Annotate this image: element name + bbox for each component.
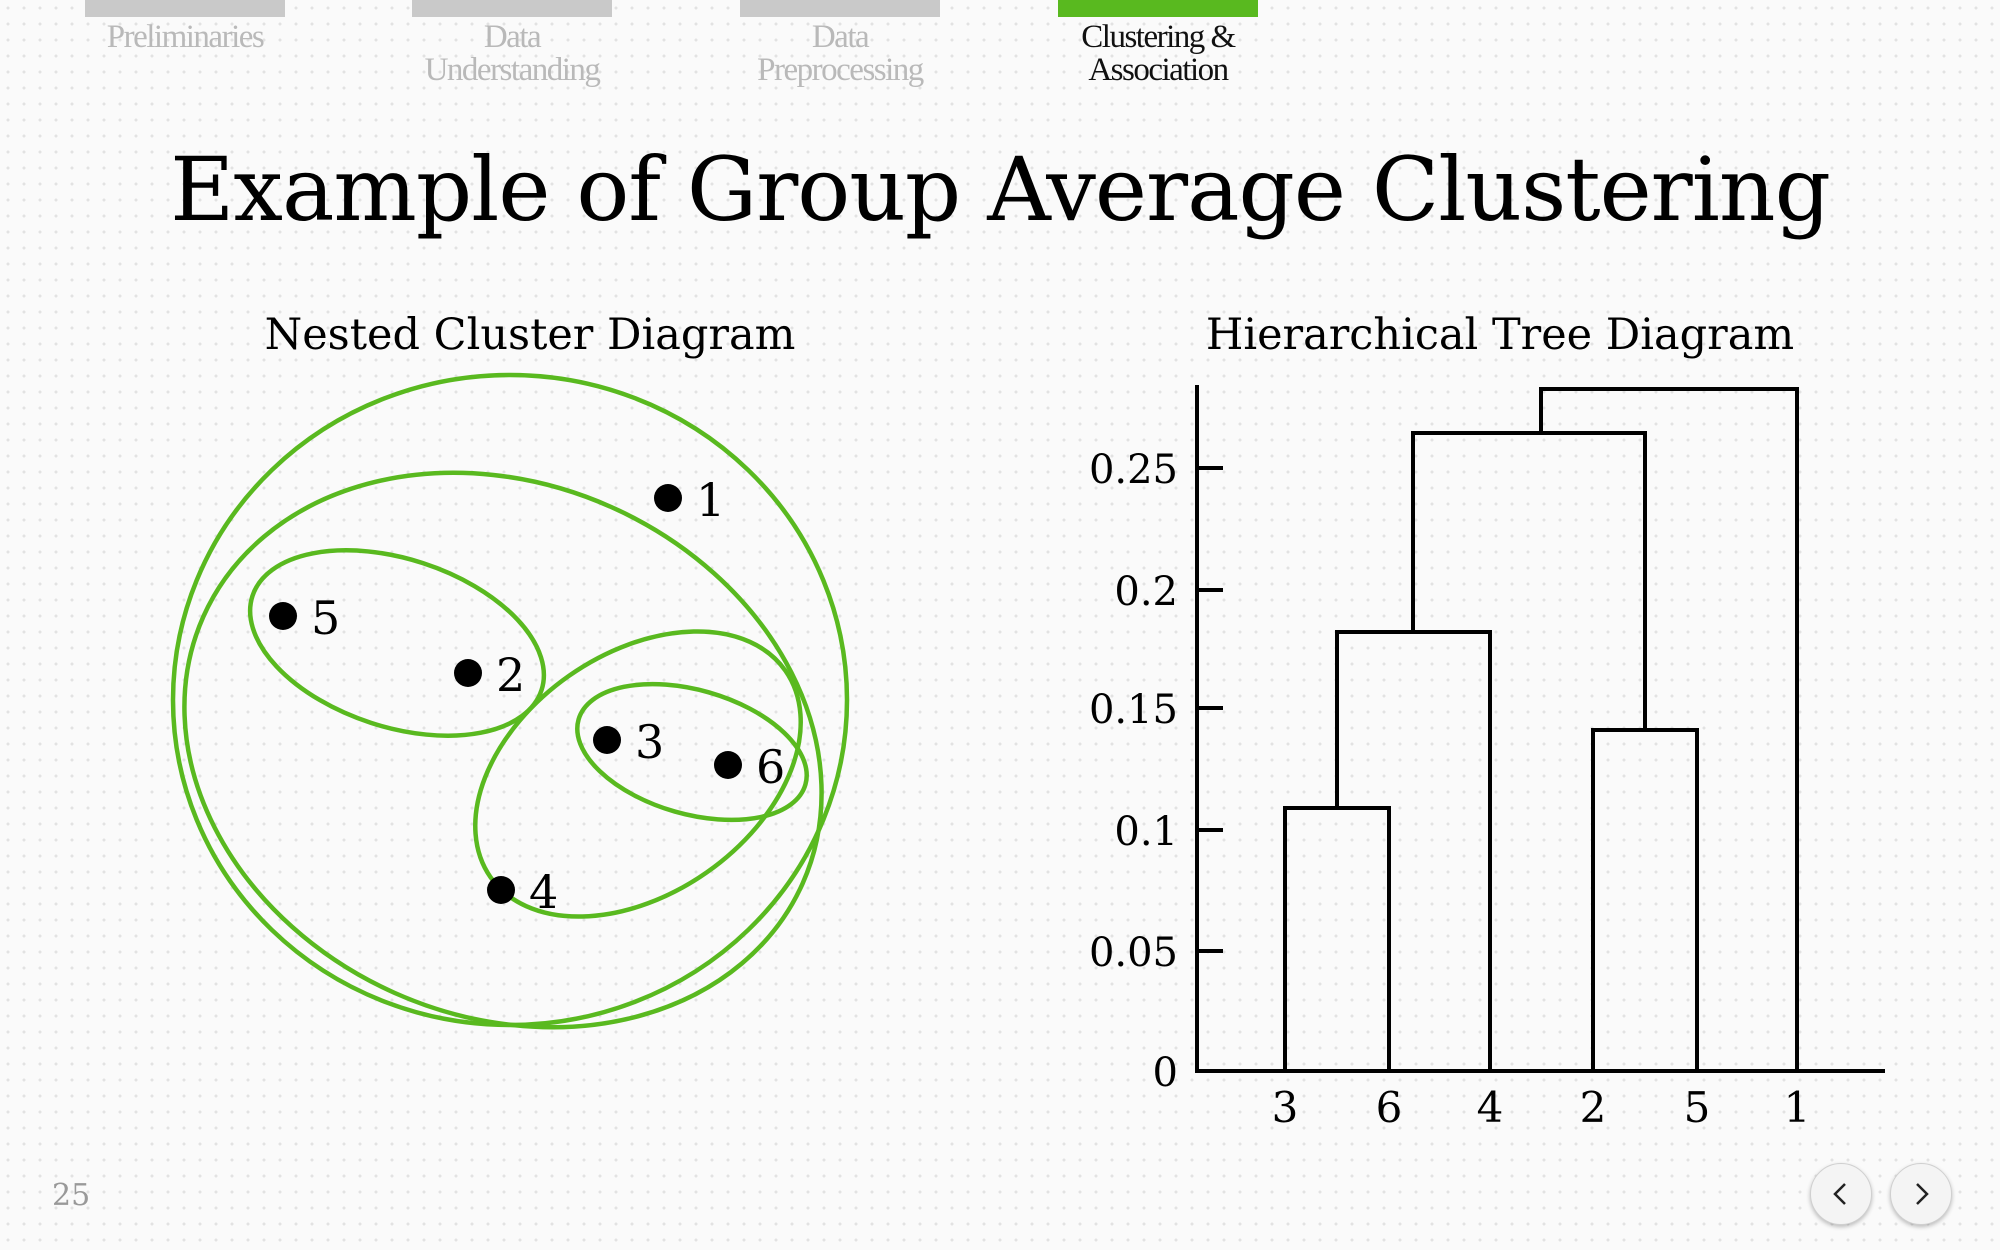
dendrogram-links bbox=[1283, 387, 1799, 1071]
y-axis-ticks: 0 0.05 0.1 0.15 0.2 0.25 bbox=[1089, 447, 1223, 1096]
nav-tab-label: Data Preprocessing bbox=[757, 19, 924, 88]
point-dot bbox=[269, 602, 297, 630]
dendrogram-axes bbox=[1195, 385, 1885, 1073]
slide-title: Example of Group Average Clustering bbox=[170, 138, 1831, 241]
y-tick-label: 0.2 bbox=[1114, 569, 1178, 615]
chevron-right-icon bbox=[1916, 1183, 1929, 1205]
tree-diagram-title: Hierarchical Tree Diagram bbox=[1205, 310, 1795, 360]
point-dot bbox=[593, 726, 621, 754]
nav-progress-bar bbox=[85, 0, 285, 17]
cluster-5-2 bbox=[247, 548, 547, 738]
nav-progress-bar bbox=[740, 0, 940, 17]
nav-tab-label: Clustering & Association bbox=[1081, 19, 1236, 88]
merge-364-25 bbox=[1411, 431, 1647, 730]
dendrogram: 0 0.05 0.1 0.15 0.2 0.25 3 6 4 2 5 1 bbox=[1089, 385, 1885, 1132]
section-nav: Preliminaries Data Understanding Data Pr… bbox=[0, 0, 2000, 110]
merge-36-4 bbox=[1335, 630, 1492, 1071]
point-label: 2 bbox=[496, 648, 525, 702]
nav-progress-bar bbox=[412, 0, 612, 17]
nav-tab-label: Preliminaries bbox=[106, 19, 265, 55]
point-label: 5 bbox=[311, 591, 340, 645]
point-label: 3 bbox=[635, 715, 664, 769]
nav-tab-preliminaries[interactable]: Preliminaries bbox=[85, 0, 285, 54]
merge-2-5 bbox=[1591, 728, 1699, 1071]
leaf-label: 4 bbox=[1477, 1083, 1504, 1132]
y-tick-label: 0.05 bbox=[1089, 930, 1178, 976]
previous-slide-button[interactable] bbox=[1810, 1163, 1872, 1225]
nav-progress-bar bbox=[1058, 0, 1258, 17]
y-tick-label: 0.15 bbox=[1089, 687, 1178, 733]
cluster-3-6 bbox=[575, 681, 809, 823]
nav-tab-clustering-association[interactable]: Clustering & Association bbox=[1058, 0, 1258, 87]
nested-points: 1 5 2 3 6 4 bbox=[269, 473, 785, 919]
nav-tab-data-preprocessing[interactable]: Data Preprocessing bbox=[740, 0, 940, 87]
leaf-label: 1 bbox=[1784, 1083, 1811, 1132]
point-dot bbox=[454, 659, 482, 687]
cluster-2-5-3-6-4 bbox=[182, 470, 824, 1030]
nav-tab-label: Data Understanding bbox=[424, 19, 601, 88]
x-axis-leaf-labels: 3 6 4 2 5 1 bbox=[1272, 1083, 1811, 1132]
y-tick-label: 0 bbox=[1153, 1050, 1178, 1096]
nav-tab-data-understanding[interactable]: Data Understanding bbox=[412, 0, 612, 87]
point-dot bbox=[487, 876, 515, 904]
chevron-left-icon bbox=[1833, 1183, 1846, 1205]
point-dot bbox=[654, 484, 682, 512]
point-label: 4 bbox=[529, 865, 558, 919]
merge-3-6 bbox=[1283, 806, 1391, 1071]
leaf-label: 3 bbox=[1272, 1083, 1299, 1132]
page-number: 25 bbox=[52, 1178, 91, 1213]
y-tick-label: 0.1 bbox=[1114, 809, 1178, 855]
merge-36425-1 bbox=[1539, 387, 1799, 1071]
point-dot bbox=[714, 751, 742, 779]
next-slide-button[interactable] bbox=[1890, 1163, 1952, 1225]
y-tick-label: 0.25 bbox=[1089, 447, 1178, 493]
point-label: 6 bbox=[756, 740, 785, 794]
leaf-label: 5 bbox=[1684, 1083, 1711, 1132]
leaf-label: 6 bbox=[1376, 1083, 1403, 1132]
nested-diagram-title: Nested Cluster Diagram bbox=[264, 310, 796, 360]
nested-cluster-diagram bbox=[170, 372, 850, 1030]
point-label: 1 bbox=[696, 473, 725, 527]
leaf-label: 2 bbox=[1580, 1083, 1607, 1132]
cluster-3-6-4 bbox=[473, 629, 803, 919]
